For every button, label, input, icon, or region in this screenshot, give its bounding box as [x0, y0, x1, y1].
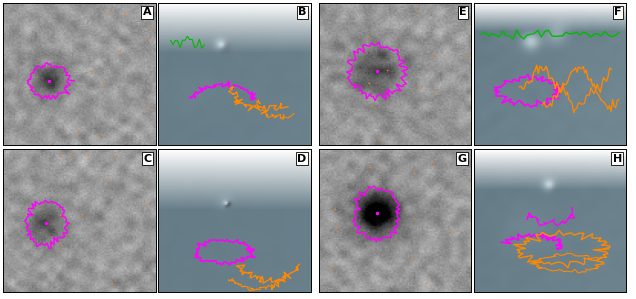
Text: A: A — [142, 7, 151, 17]
Text: G: G — [457, 154, 467, 164]
Text: D: D — [297, 154, 307, 164]
Text: E: E — [459, 7, 467, 17]
Text: C: C — [143, 154, 151, 164]
Text: H: H — [612, 154, 622, 164]
Text: B: B — [298, 7, 307, 17]
Text: F: F — [614, 7, 622, 17]
